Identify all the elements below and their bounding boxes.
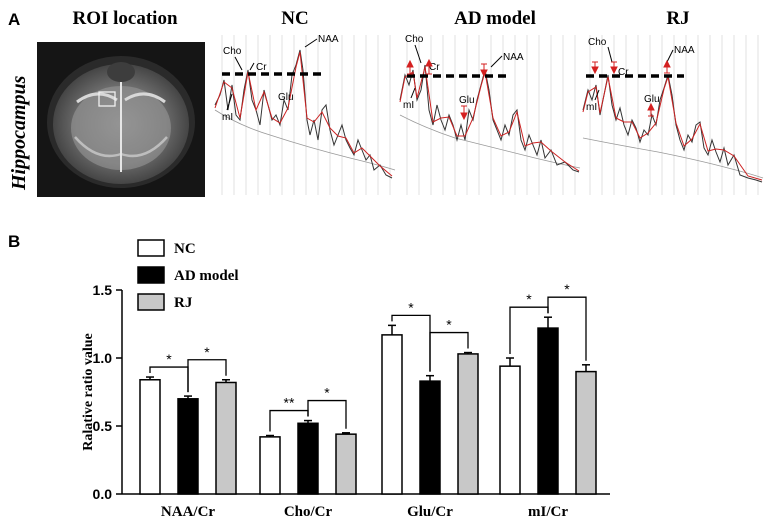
peak-label: mI [222,112,233,123]
x-tick-label: mI/Cr [528,504,568,520]
significance-star: * [408,299,414,315]
peak-label: NAA [674,45,695,56]
bar [177,398,199,495]
peak-label: Cho [588,37,607,48]
significance-star: * [446,317,452,333]
significance-bracket [307,399,347,429]
significance-star: * [166,351,172,367]
panel-a-letter: A [8,10,21,29]
significance-star: * [564,281,570,297]
panel-b-letter: B [8,232,21,251]
significance-star: ** [284,395,295,411]
bar [335,433,357,495]
bar [499,365,521,495]
legend-swatch [137,239,165,257]
significance-bracket [429,331,469,372]
x-tick-label: Cho/Cr [284,504,333,520]
bar [537,327,559,495]
spectrum-title: RJ [666,8,690,29]
legend-swatch [137,293,165,311]
bar [259,436,281,495]
x-tick-label: Glu/Cr [407,504,453,520]
spectrum-title: NC [281,8,309,29]
y-tick-label: 1.5 [93,282,113,298]
bar [575,370,597,495]
y-tick-label: 0.0 [93,486,113,502]
roi-location-title: ROI location [72,8,178,29]
significance-star: * [324,385,330,401]
peak-label: NAA [318,34,339,45]
legend-label: NC [174,241,196,257]
significance-star: * [526,291,532,307]
x-tick-label: NAA/Cr [161,504,215,520]
peak-label: Glu [278,92,294,103]
spectrum-rj: RJ Cho Cr NAA mI Glu [578,0,768,210]
peak-label: Cho [223,46,242,57]
significance-bracket [547,296,587,361]
legend-swatch [137,266,165,284]
arrow-down-icon [480,69,488,78]
legend-label: AD model [174,268,239,284]
peak-label: mI [586,102,597,113]
bar [139,379,161,495]
peak-label: NAA [503,52,524,63]
spectrum-title: AD model [454,8,536,29]
peak-label: Cr [256,62,267,73]
bar [419,380,441,495]
peak-label: mI [403,100,414,111]
significance-bracket [187,359,227,393]
peak-label: Cr [618,67,629,78]
bar [215,381,237,495]
legend-label: RJ [174,295,193,311]
y-tick-label: 0.5 [93,418,113,434]
spectrum-nc: NC Cho Cr NAA mI Glu [210,0,400,210]
peak-label: Cho [405,34,424,45]
significance-star: * [204,344,210,360]
peak-label: Glu [459,95,475,106]
bar [381,334,403,495]
y-tick-label: 1.0 [93,350,113,366]
peak-label: Glu [644,94,660,105]
arrow-down-icon [610,66,618,75]
arrow-down-icon [591,66,599,75]
bar [297,422,319,495]
arrow-down-icon [460,112,468,121]
brain-mri-image [37,42,205,197]
bar [457,353,479,495]
spectrum-ad-model: AD model Cho Cr NAA mI Glu [395,0,585,210]
peak-label: Cr [429,62,440,73]
y-axis-label: Ralative ratio value [81,333,96,450]
